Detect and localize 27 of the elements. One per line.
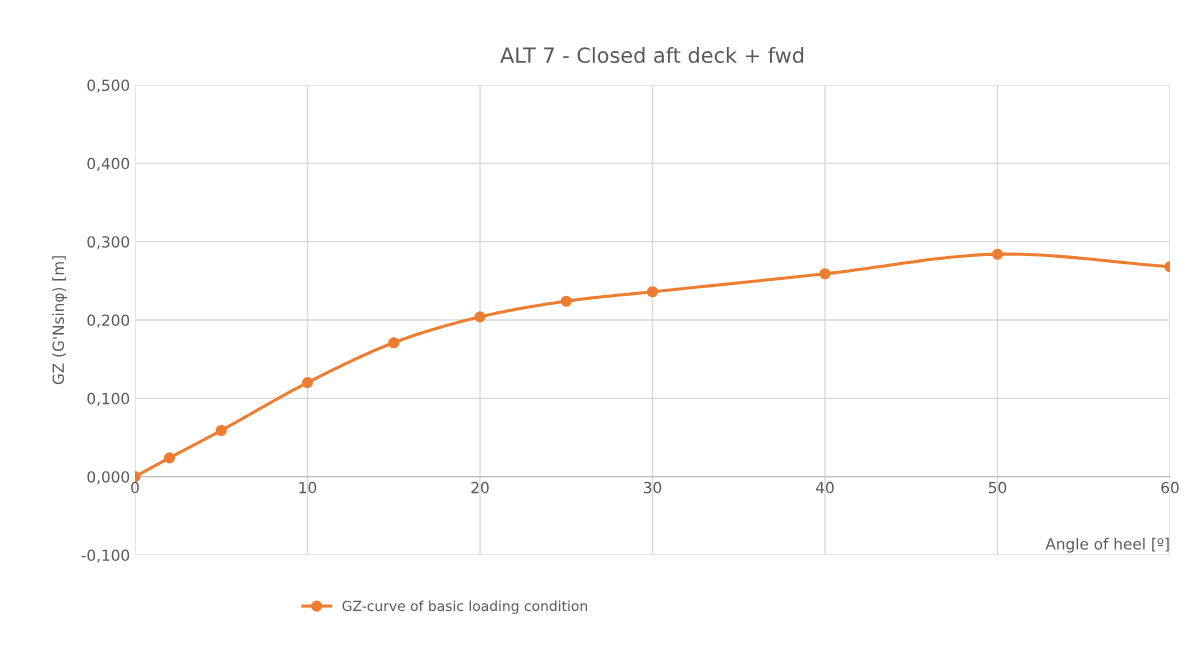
y-tick-label: 0,000 bbox=[87, 471, 130, 485]
point bbox=[646, 286, 659, 298]
y-tick-label: 0,200 bbox=[87, 314, 130, 328]
x-axis-title: Angle of heel [º] bbox=[1045, 537, 1169, 553]
x-tick-label: 50 bbox=[988, 481, 1007, 494]
chart-title: ALT 7 - Closed aft deck + fwd bbox=[500, 46, 804, 64]
point bbox=[215, 424, 227, 437]
point bbox=[560, 295, 572, 307]
point bbox=[301, 377, 314, 389]
point bbox=[819, 268, 831, 280]
x-tick-label: 40 bbox=[816, 481, 834, 494]
y-tick-label: -0,100 bbox=[81, 549, 130, 563]
x-tick-label: 30 bbox=[643, 481, 662, 494]
x-tick-label: 60 bbox=[1161, 481, 1179, 494]
x-tick-label: 10 bbox=[299, 481, 317, 494]
point bbox=[163, 452, 176, 464]
point bbox=[474, 311, 486, 323]
x-tick-label: 0 bbox=[131, 481, 139, 494]
y-tick-label: 0,100 bbox=[87, 392, 130, 406]
y-tick-label: 0,400 bbox=[87, 157, 130, 171]
point bbox=[991, 248, 1004, 260]
y-tick-label: 0,500 bbox=[87, 79, 130, 93]
point bbox=[388, 337, 400, 349]
y-tick-label: 0,300 bbox=[87, 236, 130, 250]
y-axis-title: GZ (G'Nsinφ) [m] bbox=[52, 256, 67, 385]
legend-label: GZ-curve of basic loading condition bbox=[342, 600, 587, 614]
x-tick-label: 20 bbox=[471, 481, 489, 494]
